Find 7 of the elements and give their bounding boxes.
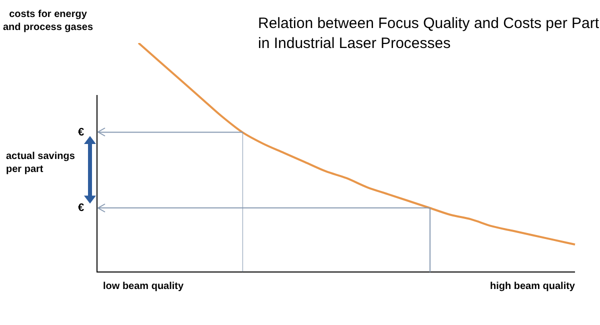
text: high beam quality <box>490 280 575 293</box>
ref-line-label: € <box>78 126 84 138</box>
chart-title: Relation between Focus Quality and Costs per Part in Industrial Laser Processes <box>258 14 600 54</box>
ref-line-label: € <box>78 202 84 214</box>
text: actual savings per part <box>6 150 76 176</box>
text: low beam quality <box>103 280 184 293</box>
y-axis-title: costs for energy and process gases <box>2 8 94 34</box>
